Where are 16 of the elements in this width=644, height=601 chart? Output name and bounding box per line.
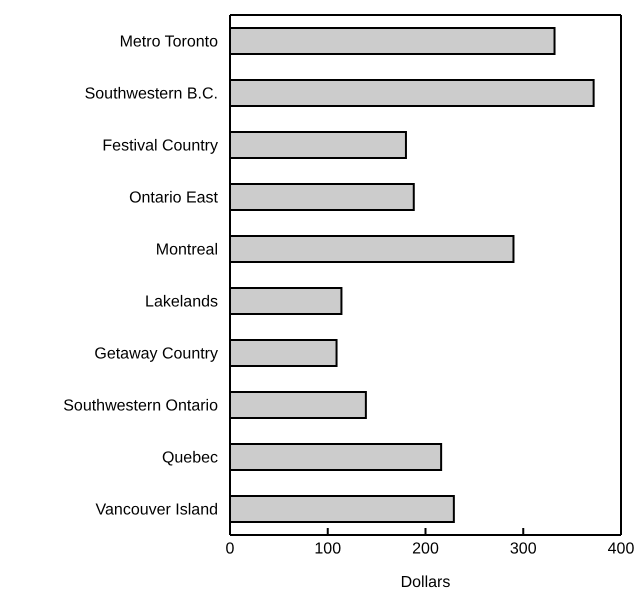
y-tick-label: Southwestern B.C.: [84, 86, 218, 103]
x-tick-label: 100: [314, 540, 342, 558]
y-tick-label: Lakelands: [145, 294, 218, 311]
y-tick-label: Getaway Country: [94, 346, 218, 363]
y-tick-label: Southwestern Ontario: [63, 398, 218, 415]
x-tick-label: 0: [226, 540, 235, 558]
y-tick-label: Festival Country: [102, 138, 218, 155]
y-tick-label: Ontario East: [129, 190, 219, 207]
y-tick-label: Metro Toronto: [120, 34, 218, 51]
x-tick-label: 200: [412, 540, 439, 558]
y-tick-label: Montreal: [156, 242, 218, 259]
y-tick-label: Vancouver Island: [96, 502, 218, 519]
x-axis-title: Dollars: [400, 574, 450, 591]
x-tick-label: 300: [510, 540, 537, 558]
x-tick-label: 400: [608, 540, 634, 558]
y-tick-label: Quebec: [162, 450, 218, 467]
